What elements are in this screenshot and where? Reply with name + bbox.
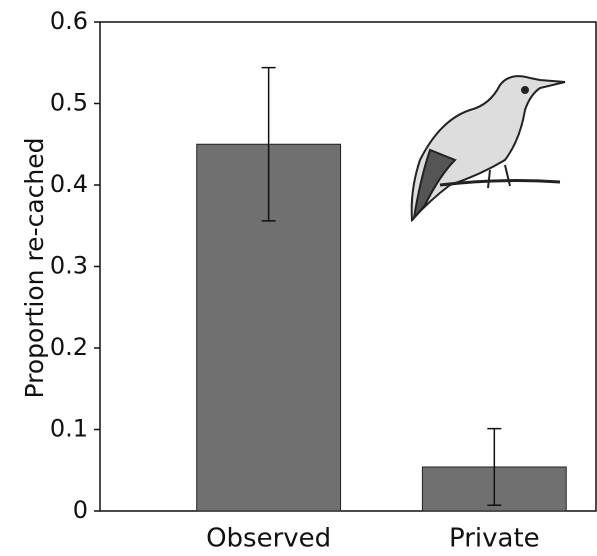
- error-bar: [261, 66, 276, 222]
- y-tick-label: 0.2: [50, 333, 88, 361]
- bird-illustration: [410, 75, 566, 223]
- error-bar: [487, 427, 502, 507]
- y-tick-label: 0.1: [50, 415, 88, 443]
- x-tick-label: Private: [449, 524, 540, 554]
- y-tick-label: 0.6: [50, 7, 88, 35]
- y-axis-label: Proportion re-cached: [20, 138, 49, 399]
- y-tick-label: 0.3: [50, 252, 88, 280]
- y-tick-label: 0.5: [50, 89, 88, 117]
- y-tick-label: 0.4: [50, 170, 88, 198]
- x-tick-label: Observed: [206, 524, 331, 554]
- y-tick-label: 0: [73, 496, 88, 524]
